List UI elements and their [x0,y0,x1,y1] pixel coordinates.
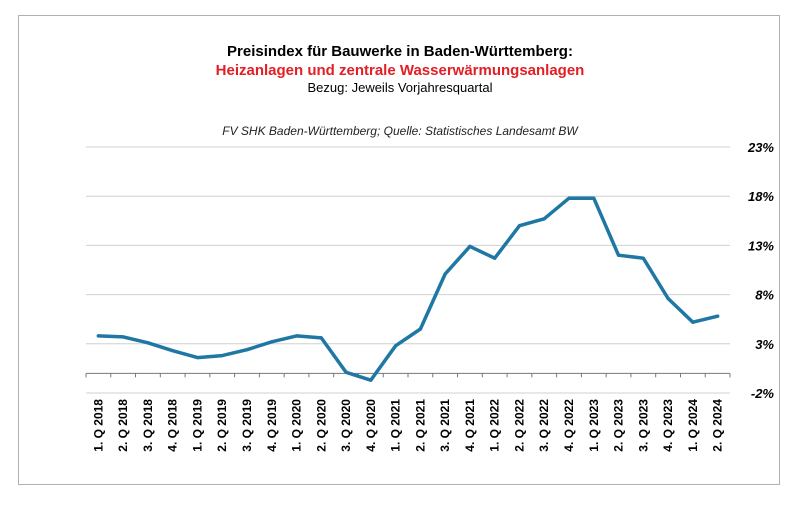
data-point [493,256,497,260]
data-point [418,327,422,331]
y-tick-label: 3% [755,337,774,352]
data-point [443,272,447,276]
data-point [319,336,323,340]
x-tick-label: 1. Q 2020 [290,399,304,452]
data-point [691,320,695,324]
data-point [666,296,670,301]
data-point [468,244,472,248]
data-point [294,334,299,338]
y-tick-label: 23% [747,140,774,155]
x-tick-label: 2. Q 2018 [116,399,130,452]
x-tick-label: 3. Q 2023 [636,399,650,452]
data-point [245,348,249,352]
x-tick-label: 4. Q 2022 [562,399,576,452]
y-axis-tick-labels: 23% 18% 13% 8% 3% -2% [747,140,774,401]
data-point [121,335,125,339]
data-point [171,349,175,353]
chart-frame [18,15,780,485]
x-tick-label: 2. Q 2023 [612,399,626,452]
x-tick-label: 1. Q 2019 [190,399,204,452]
data-point [344,370,348,374]
data-point [616,253,621,257]
chart-subtitle: Heizanlagen und zentrale Wasserwärmungsa… [215,62,585,79]
data-point [96,334,100,338]
x-tick-label: 4. Q 2021 [463,399,477,452]
data-point [394,344,398,348]
x-tick-label: 2. Q 2024 [711,399,725,452]
data-point [220,354,224,358]
x-tick-label: 2. Q 2021 [413,399,427,452]
chart-title: Preisindex für Bauwerke in Baden-Württem… [227,43,573,60]
chart-source-note: FV SHK Baden-Württemberg; Quelle: Statis… [222,124,578,138]
x-axis-tick-labels: 1. Q 2018 2. Q 2018 3. Q 2018 4. Q 2018 1. Q… [91,399,724,452]
y-tick-label: 18% [748,189,774,204]
data-point [195,355,200,360]
data-point [146,341,150,345]
data-point [542,217,546,221]
series-line [96,196,720,382]
data-point [517,224,522,228]
x-tick-label: 4. Q 2018 [166,399,180,452]
x-tick-label: 4. Q 2023 [661,399,675,452]
x-tick-label: 3. Q 2022 [537,399,551,452]
x-tick-label: 4. Q 2019 [265,399,279,452]
x-tick-label: 1. Q 2018 [91,399,105,452]
x-tick-label: 1. Q 2021 [389,399,403,452]
gridlines [86,146,730,394]
x-tick-label: 4. Q 2020 [364,399,378,452]
x-tick-label: 2. Q 2020 [314,399,328,452]
x-tick-label: 3. Q 2020 [339,399,353,452]
x-tick-label: 1. Q 2024 [686,399,700,452]
data-point [716,314,720,318]
series-layer [96,196,720,382]
data-point [641,256,645,260]
x-tick-label: 2. Q 2022 [512,399,526,452]
y-tick-label: 13% [748,238,774,253]
axes [85,372,731,378]
x-tick-label: 2. Q 2019 [215,399,229,452]
data-point [270,340,274,344]
data-point [592,196,596,200]
data-point [369,378,373,382]
x-tick-label: 1. Q 2023 [587,399,601,452]
data-point [567,196,571,200]
x-tick-label: 3. Q 2018 [141,399,155,452]
x-tick-label: 3. Q 2021 [438,399,452,452]
y-tick-label: -2% [751,386,775,401]
x-tick-label: 1. Q 2022 [488,399,502,452]
chart-reference-note: Bezug: Jeweils Vorjahresquartal [307,80,493,95]
x-tick-label: 3. Q 2019 [240,399,254,452]
y-tick-label: 8% [755,288,774,303]
